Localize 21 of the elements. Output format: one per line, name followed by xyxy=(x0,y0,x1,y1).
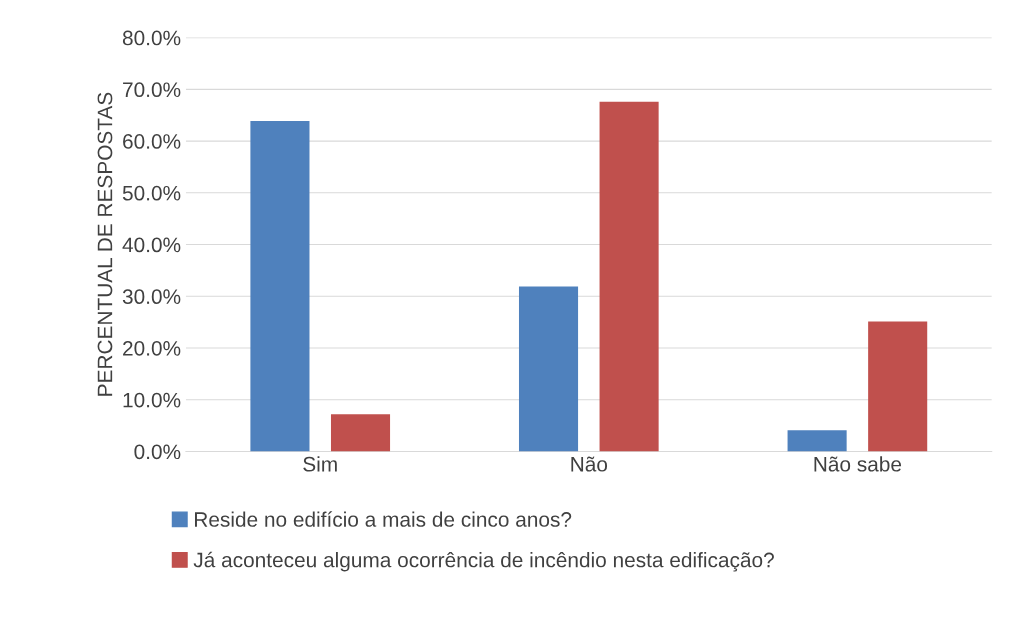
y-tick-label: 60.0% xyxy=(123,134,181,149)
legend-label: Reside no edifício a mais de cinco anos? xyxy=(195,511,572,527)
bar xyxy=(330,414,391,452)
bar xyxy=(787,430,847,452)
y-tick-label: 70.0% xyxy=(123,82,181,98)
y-tick-label: 50.0% xyxy=(122,185,181,201)
x-tick-label: Não sabe xyxy=(814,456,902,472)
bar xyxy=(250,120,310,452)
bar xyxy=(599,101,659,452)
y-tick-label: 30.0% xyxy=(122,289,181,305)
y-tick-label: 20.0% xyxy=(123,340,181,356)
x-tick-label: Sim xyxy=(303,456,337,472)
bar xyxy=(518,286,579,452)
bar xyxy=(868,321,928,452)
y-tick-label: 40.0% xyxy=(122,237,181,253)
x-tick-label: Não xyxy=(571,456,608,472)
y-axis-title: PERCENTUAL DE RESPOSTAS xyxy=(97,92,113,396)
legend-label: Já aconteceu alguma ocorrência de incêndio nesta edificação? xyxy=(193,551,774,572)
y-tick-label: 0.0% xyxy=(134,444,181,460)
y-tick-label: 80.0% xyxy=(122,30,181,46)
y-tick-label: 10.0% xyxy=(123,392,181,408)
